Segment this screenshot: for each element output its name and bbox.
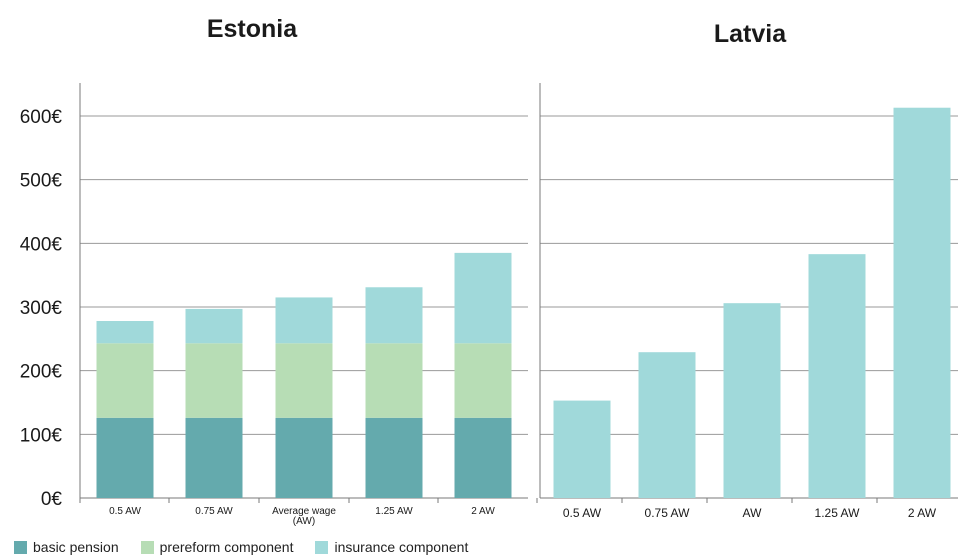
y-tick-label: 0€ [41, 489, 63, 510]
x-category-label-estonia: 2 AW [471, 506, 495, 517]
bar-estonia-insurance-component-1-25-aw [365, 287, 423, 344]
x-category-label-latvia: 2 AW [908, 506, 937, 520]
bar-estonia-prereform-component-0-75-aw [185, 343, 243, 418]
bar-latvia-insurance-component-aw [723, 303, 781, 498]
x-category-label-latvia: 0.75 AW [645, 506, 691, 520]
bar-estonia-prereform-component-2-aw [454, 343, 512, 418]
y-tick-label: 300€ [20, 298, 63, 319]
bar-latvia-insurance-component-2-aw [893, 107, 951, 499]
x-category-label-estonia: 1.25 AW [375, 506, 413, 517]
legend-item-insurance-component: insurance component [315, 539, 468, 555]
legend-item-prereform-component: prereform component [140, 539, 294, 555]
y-tick-label: 600€ [20, 107, 63, 128]
bar-estonia-prereform-component-0-5-aw [96, 343, 154, 418]
legend-item-basic-pension: basic pension [14, 539, 119, 555]
bar-estonia-prereform-component-1-25-aw [365, 343, 423, 418]
legend-swatch-basic-pension [14, 540, 27, 554]
legend-swatch-insurance-component [315, 540, 329, 554]
legend-label-insurance-component: insurance component [334, 539, 469, 555]
bar-latvia-insurance-component-0-75-aw [638, 352, 696, 498]
y-tick-label: 500€ [20, 171, 63, 192]
legend-label-prereform-component: prereform component [159, 539, 294, 555]
bar-estonia-insurance-component-0-5-aw [96, 321, 154, 344]
x-category-label-estonia: Average wage (AW) [272, 506, 336, 527]
bar-estonia-basic-pension-0-5-aw [96, 417, 154, 498]
chart-title-latvia: Latvia [714, 20, 787, 48]
y-tick-label: 200€ [20, 362, 63, 383]
x-category-label-latvia: 0.5 AW [563, 506, 602, 520]
legend-label-basic-pension: basic pension [33, 539, 119, 555]
chart-legend: basic pension prereform component insura… [14, 539, 468, 555]
legend-swatch-prereform-component [140, 540, 154, 554]
x-category-label-estonia: 0.75 AW [195, 506, 233, 517]
bar-estonia-basic-pension-0-75-aw [185, 417, 243, 498]
chart-title-estonia: Estonia [207, 15, 298, 43]
bar-latvia-insurance-component-1-25-aw [808, 254, 866, 498]
bar-estonia-basic-pension-1-25-aw [365, 417, 423, 498]
y-tick-label: 100€ [20, 425, 63, 446]
bar-estonia-basic-pension-2-aw [454, 417, 512, 498]
bar-estonia-basic-pension-average-wage-aw [275, 417, 333, 498]
bar-estonia-prereform-component-average-wage-aw [275, 343, 333, 418]
bar-estonia-insurance-component-2-aw [454, 252, 512, 344]
x-category-label-estonia: 0.5 AW [109, 506, 141, 517]
bar-latvia-insurance-component-0-5-aw [553, 400, 611, 498]
x-category-label-latvia: AW [743, 506, 763, 520]
bar-estonia-insurance-component-0-75-aw [185, 308, 243, 344]
bar-estonia-insurance-component-average-wage-aw [275, 297, 333, 344]
y-tick-label: 400€ [20, 234, 63, 255]
x-category-label-latvia: 1.25 AW [815, 506, 861, 520]
